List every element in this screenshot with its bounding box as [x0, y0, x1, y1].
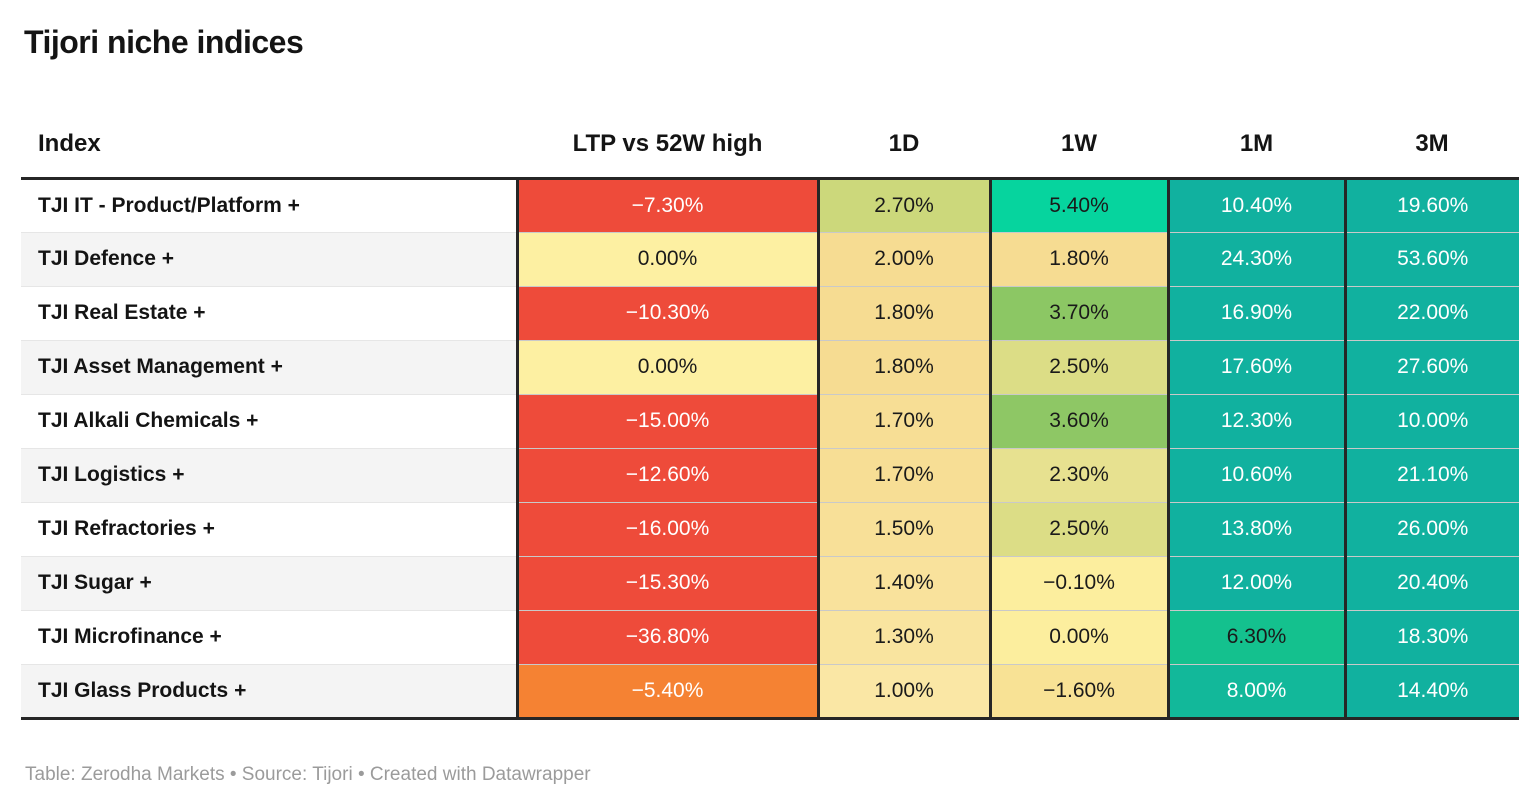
attribution-footer: Table: Zerodha Markets • Source: Tijori … — [25, 764, 591, 785]
column-header-1m: 1M — [1168, 92, 1345, 180]
value-cell-1w: 3.60% — [988, 393, 1168, 448]
value-cell-3m: 18.30% — [1343, 609, 1519, 664]
index-name-cell[interactable]: TJI Sugar + — [21, 555, 517, 610]
column-header-3m: 3M — [1345, 92, 1519, 180]
value-cell-1w: 2.50% — [988, 501, 1168, 556]
value-cell-1w: 0.00% — [988, 609, 1168, 664]
value-cell-ltp-vs-52w: −16.00% — [515, 501, 818, 556]
index-name-cell[interactable]: TJI Glass Products + — [21, 663, 517, 720]
table-row: TJI Sugar + −15.30% 1.40% −0.10% 12.00% 20.40… — [21, 555, 1519, 610]
column-header-1w: 1W — [990, 92, 1168, 180]
index-name-cell[interactable]: TJI Alkali Chemicals + — [21, 393, 517, 448]
value-cell-3m: 53.60% — [1343, 231, 1519, 286]
index-name-cell[interactable]: TJI Refractories + — [21, 501, 517, 556]
value-cell-1w: −1.60% — [988, 663, 1168, 720]
table-row: TJI Asset Management +0.00% 1.80% 2.50% 17.… — [21, 339, 1519, 394]
value-cell-1d: 1.80% — [816, 339, 990, 394]
value-cell-ltp-vs-52w: −15.00% — [515, 393, 818, 448]
value-cell-1w: 5.40% — [988, 178, 1168, 232]
column-header-ltp-vs-52w: LTP vs 52W high — [517, 92, 818, 180]
table-row: TJI Logistics + −12.60% 1.70% 2.30% 10.60% 21… — [21, 447, 1519, 502]
value-cell-1m: 12.00% — [1166, 555, 1345, 610]
index-name-cell[interactable]: TJI Defence + — [21, 231, 517, 286]
value-cell-1m: 8.00% — [1166, 663, 1345, 720]
table-row: TJI Glass Products + −5.40% 1.00% −1.60% 8.0… — [21, 663, 1519, 720]
value-cell-1w: 3.70% — [988, 285, 1168, 340]
value-cell-3m: 20.40% — [1343, 555, 1519, 610]
index-name-cell[interactable]: TJI Real Estate + — [21, 285, 517, 340]
value-cell-1d: 2.70% — [816, 178, 990, 232]
value-cell-1m: 13.80% — [1166, 501, 1345, 556]
value-cell-1w: 1.80% — [988, 231, 1168, 286]
table-row: TJI Real Estate + −10.30% 1.80% 3.70% 16.90%… — [21, 285, 1519, 340]
table-row: TJI Refractories + −16.00% 1.50% 2.50% 13.80… — [21, 501, 1519, 556]
value-cell-3m: 26.00% — [1343, 501, 1519, 556]
value-cell-1d: 1.40% — [816, 555, 990, 610]
value-cell-ltp-vs-52w: −12.60% — [515, 447, 818, 502]
index-name-cell[interactable]: TJI Logistics + — [21, 447, 517, 502]
value-cell-1d: 1.70% — [816, 447, 990, 502]
value-cell-1w: 2.50% — [988, 339, 1168, 394]
value-cell-1d: 1.30% — [816, 609, 990, 664]
value-cell-ltp-vs-52w: −5.40% — [515, 663, 818, 720]
value-cell-1m: 17.60% — [1166, 339, 1345, 394]
value-cell-3m: 21.10% — [1343, 447, 1519, 502]
value-cell-1d: 2.00% — [816, 231, 990, 286]
index-name-cell[interactable]: TJI Microfinance + — [21, 609, 517, 664]
page-title: Tijori niche indices — [24, 24, 304, 60]
value-cell-1d: 1.00% — [816, 663, 990, 720]
value-cell-ltp-vs-52w: −7.30% — [515, 178, 818, 232]
value-cell-3m: 14.40% — [1343, 663, 1519, 720]
value-cell-3m: 19.60% — [1343, 178, 1519, 232]
index-name-cell[interactable]: TJI Asset Management + — [21, 339, 517, 394]
value-cell-3m: 10.00% — [1343, 393, 1519, 448]
value-cell-1w: 2.30% — [988, 447, 1168, 502]
value-cell-1m: 10.60% — [1166, 447, 1345, 502]
table-row: TJI IT - Product/Platform + −7.30% 2.70% 5.… — [21, 178, 1519, 232]
value-cell-1m: 10.40% — [1166, 178, 1345, 232]
value-cell-ltp-vs-52w: −36.80% — [515, 609, 818, 664]
indices-table: Index LTP vs 52W high 1D 1W 1M 3M TJI IT… — [21, 92, 1519, 720]
value-cell-1d: 1.80% — [816, 285, 990, 340]
value-cell-ltp-vs-52w: 0.00% — [515, 339, 818, 394]
header-row: Index LTP vs 52W high 1D 1W 1M 3M — [21, 92, 1519, 180]
value-cell-1d: 1.50% — [816, 501, 990, 556]
table-row: TJI Alkali Chemicals + −15.00% 1.70% 3.60% 1… — [21, 393, 1519, 448]
value-cell-ltp-vs-52w: −15.30% — [515, 555, 818, 610]
column-header-index: Index — [21, 92, 517, 180]
column-header-1d: 1D — [818, 92, 990, 180]
value-cell-1m: 16.90% — [1166, 285, 1345, 340]
value-cell-ltp-vs-52w: −10.30% — [515, 285, 818, 340]
value-cell-1w: −0.10% — [988, 555, 1168, 610]
value-cell-1m: 6.30% — [1166, 609, 1345, 664]
value-cell-1d: 1.70% — [816, 393, 990, 448]
index-name-cell[interactable]: TJI IT - Product/Platform + — [38, 193, 300, 217]
value-cell-3m: 22.00% — [1343, 285, 1519, 340]
table-row: TJI Microfinance + −36.80% 1.30% 0.00% 6.30%… — [21, 609, 1519, 664]
table-row: TJI Defence +0.00% 2.00% 1.80% 24.30% 53.60% — [21, 231, 1519, 286]
value-cell-1m: 12.30% — [1166, 393, 1345, 448]
value-cell-3m: 27.60% — [1343, 339, 1519, 394]
value-cell-ltp-vs-52w: 0.00% — [515, 231, 818, 286]
value-cell-1m: 24.30% — [1166, 231, 1345, 286]
